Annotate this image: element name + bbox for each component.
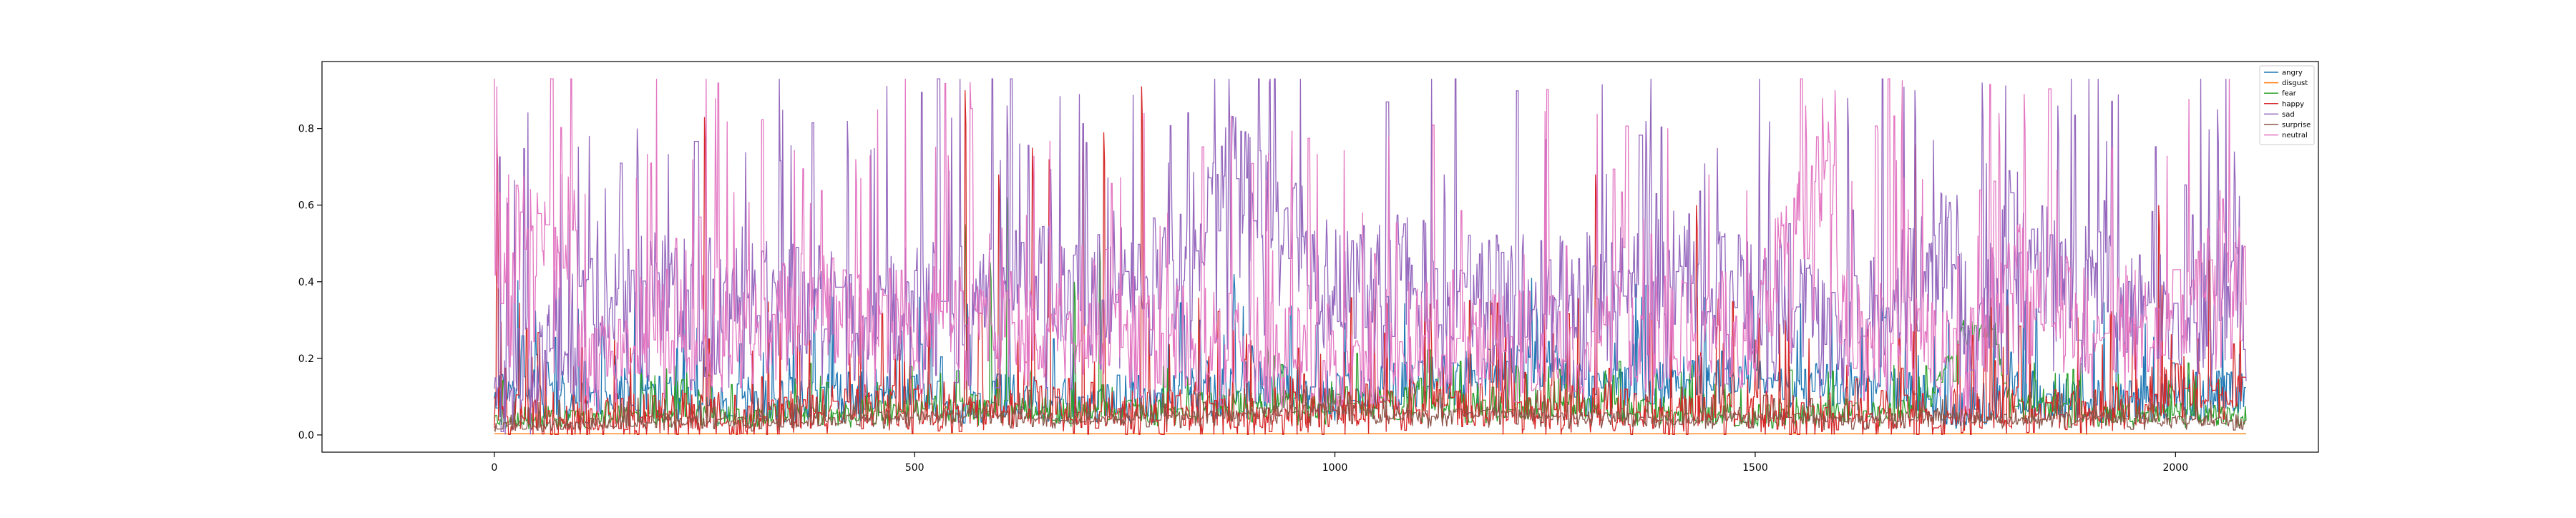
- legend-label-angry: angry: [2282, 69, 2303, 77]
- x-tick-label: 1000: [1322, 462, 1348, 474]
- legend-label-disgust: disgust: [2282, 79, 2308, 87]
- series-group: [494, 78, 2247, 436]
- y-tick-label: 0.6: [298, 200, 314, 212]
- plot-area-frame: [321, 61, 2319, 453]
- y-tick-label: 0.4: [298, 277, 314, 288]
- series-line-surprise: [494, 386, 2246, 433]
- legend-label-surprise: surprise: [2282, 122, 2311, 130]
- x-tick-label: 500: [905, 462, 924, 474]
- series-line-neutral: [494, 78, 2247, 422]
- y-tick-label: 0.0: [298, 430, 314, 441]
- x-tick-label: 1500: [1742, 462, 1768, 474]
- legend-label-neutral: neutral: [2282, 132, 2308, 140]
- legend: angry disgust fear happy sad surprise neutral: [2259, 65, 2315, 145]
- y-tick-label: 0.8: [298, 124, 314, 135]
- x-tick-label: 0: [491, 462, 497, 474]
- legend-label-happy: happy: [2282, 100, 2304, 108]
- x-tick-label: 2000: [2162, 462, 2188, 474]
- axes: 0 500 1000 1500 2000 0.0 0.2 0.4 0.6 0.8: [298, 124, 2188, 474]
- legend-label-fear: fear: [2282, 90, 2297, 98]
- y-tick-label: 0.2: [298, 353, 314, 365]
- legend-label-sad: sad: [2282, 111, 2295, 119]
